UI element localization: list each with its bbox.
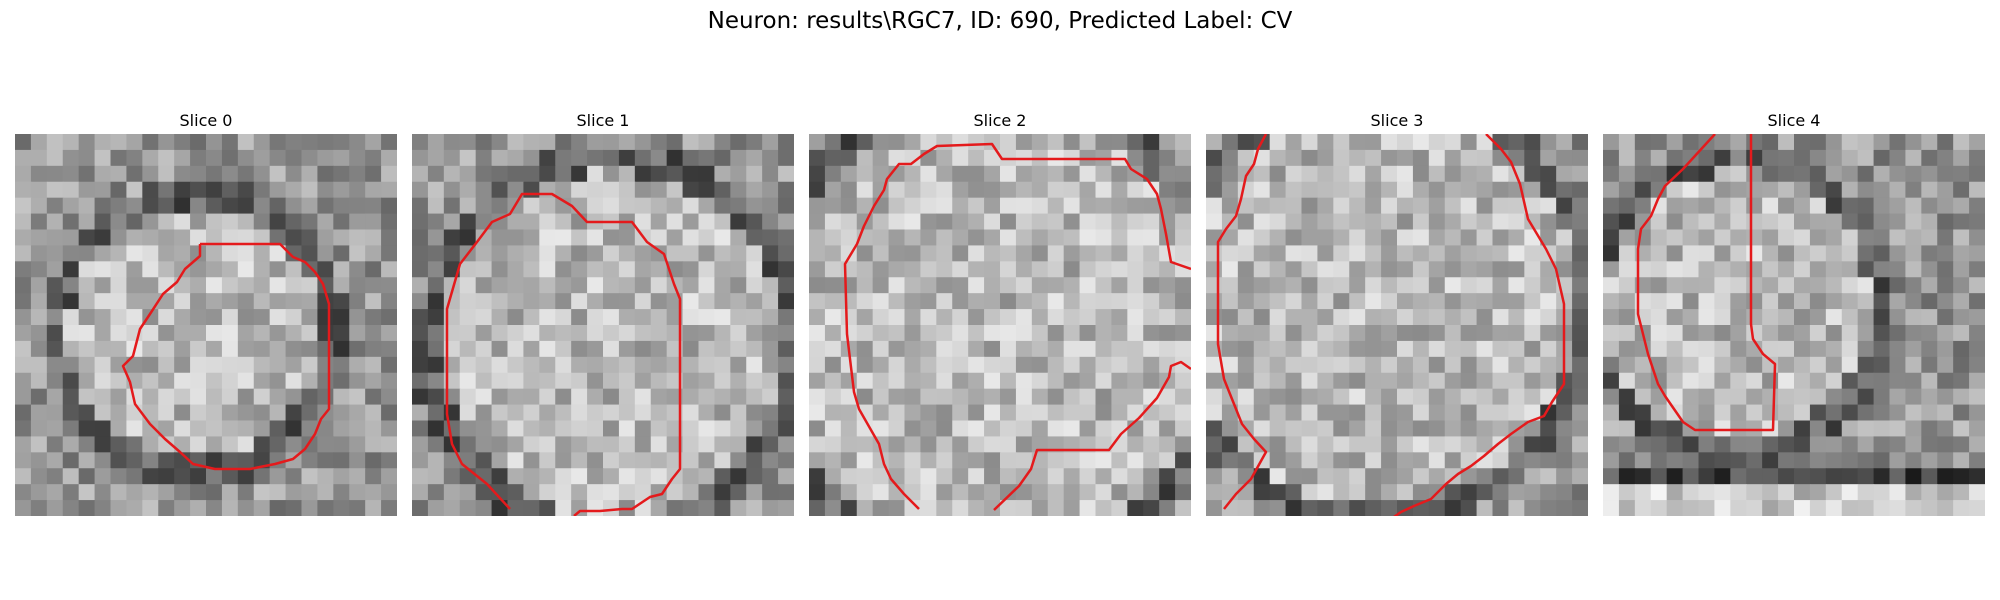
slice-panel-0: Slice 0 [15,108,397,516]
slice-panel-1: Slice 1 [412,108,794,516]
slice-title: Slice 3 [1370,111,1424,130]
slice-title: Slice 2 [973,111,1027,130]
figure-title: Neuron: results\RGC7, ID: 690, Predicted… [707,8,1293,34]
contour-line [1216,134,1268,510]
slice-title: Slice 0 [179,111,233,130]
slice-panel-3: Slice 3 [1206,108,1588,516]
contour-line [1393,134,1566,516]
slice-image [15,134,397,516]
contour-line [445,192,682,516]
slice-image [412,134,794,516]
slice-title: Slice 1 [576,111,630,130]
contour-line [993,360,1191,511]
slice-image [809,134,1191,516]
contour-line [843,142,1191,510]
contour-line [1636,134,1777,432]
slice-image [1206,134,1588,516]
slice-panel-2: Slice 2 [809,108,1191,516]
slice-image [1603,134,1985,516]
slice-panel-4: Slice 4 [1603,108,1985,516]
contour-line [121,242,331,471]
slice-title: Slice 4 [1767,111,1821,130]
